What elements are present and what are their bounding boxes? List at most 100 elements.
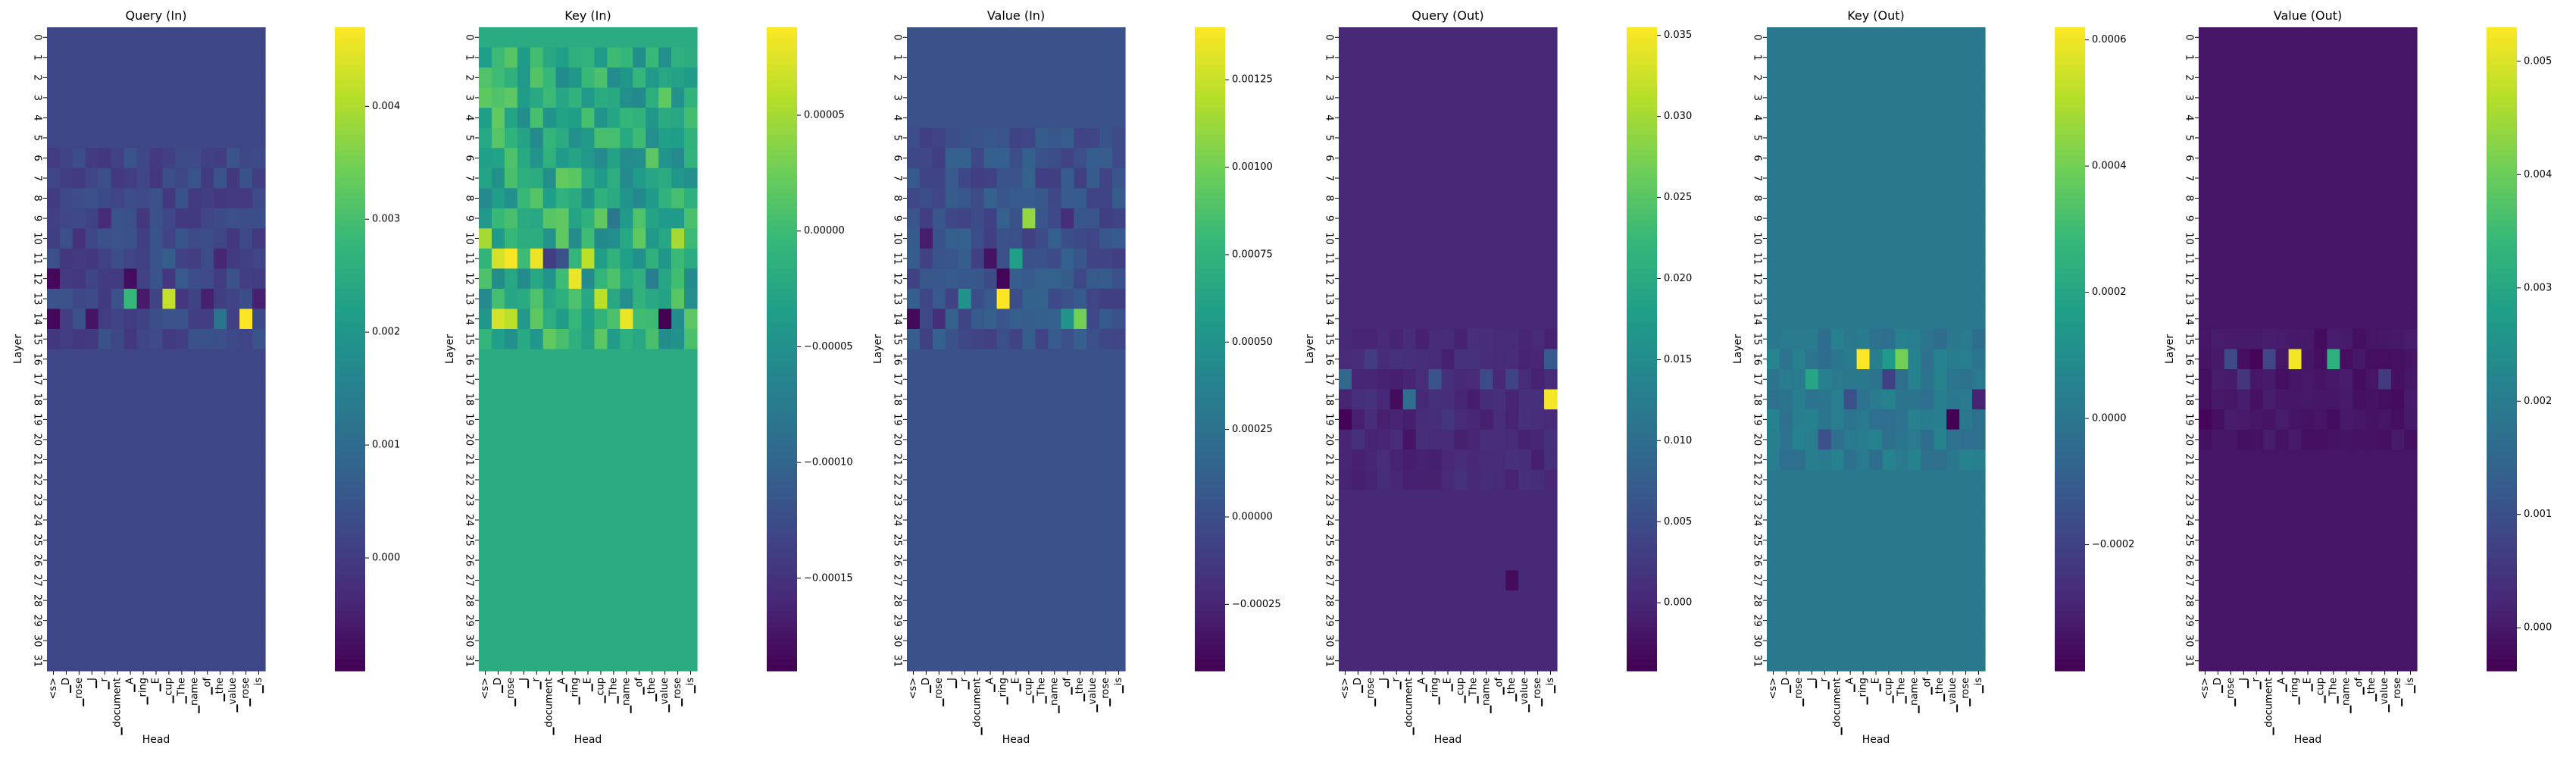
heatmap-cell — [983, 530, 998, 551]
x-tick-label: ▁The — [1468, 678, 1479, 704]
heatmap-cell — [594, 208, 608, 229]
colorbar-segment — [335, 654, 365, 661]
heatmap-cell — [907, 188, 921, 209]
heatmap-cell — [530, 610, 544, 631]
colorbar-segment — [767, 601, 797, 607]
heatmap-cell — [932, 27, 946, 49]
heatmap-cell — [996, 108, 1011, 129]
colorbar-tick-label: 0.020 — [1664, 273, 1692, 284]
heatmap-cell — [684, 610, 698, 631]
heatmap-cell — [996, 449, 1011, 471]
colorbar-segment — [2055, 161, 2085, 168]
heatmap-cell — [1480, 47, 1493, 68]
heatmap-cell — [1843, 550, 1858, 571]
heatmap-cell — [971, 87, 985, 108]
heatmap-cell — [2391, 630, 2405, 652]
heatmap-cell — [555, 288, 570, 310]
heatmap-cell — [2314, 570, 2328, 591]
y-tick-label: 30 — [32, 634, 43, 647]
colorbar-segment — [767, 279, 797, 286]
heatmap-cell — [59, 208, 73, 229]
heatmap-cell — [1086, 127, 1100, 149]
heatmap-cell — [542, 369, 557, 390]
heatmap-cell — [1364, 349, 1378, 370]
heatmap-cell — [1009, 309, 1024, 330]
heatmap-cell — [1074, 490, 1087, 511]
heatmap-cell — [1830, 429, 1845, 450]
heatmap-cell — [2365, 530, 2379, 551]
heatmap-cell — [907, 389, 921, 410]
heatmap-cell — [239, 550, 253, 571]
heatmap-cell — [945, 268, 959, 290]
heatmap-cell — [59, 429, 73, 450]
heatmap-cell — [1972, 27, 1986, 49]
heatmap-cell — [2352, 409, 2366, 431]
heatmap-cell — [542, 27, 557, 49]
heatmap-cell — [1921, 288, 1934, 310]
y-tick-label: 18 — [1752, 393, 1763, 406]
colorbar-segment — [2055, 462, 2085, 468]
heatmap-cell — [214, 248, 227, 269]
panel-title: Query (In) — [125, 8, 186, 23]
colorbar-segment — [1195, 193, 1225, 199]
heatmap-cell — [2288, 610, 2302, 631]
heatmap-cell — [607, 469, 621, 490]
heatmap-cell — [646, 108, 659, 129]
heatmap-cell — [633, 349, 646, 370]
heatmap-cell — [47, 328, 61, 350]
heatmap-cell — [983, 148, 998, 169]
heatmap-cell — [555, 349, 570, 370]
colorbar-segment — [335, 236, 365, 243]
heatmap-cell — [971, 148, 985, 169]
colorbar-segment — [767, 86, 797, 92]
heatmap-cell — [1480, 509, 1493, 531]
heatmap-cell — [2404, 490, 2418, 511]
colorbar-segment — [767, 633, 797, 640]
heatmap-cell — [658, 27, 672, 49]
y-tick-label: 24 — [2184, 514, 2195, 527]
heatmap-cell — [1099, 490, 1113, 511]
heatmap-cell — [1882, 469, 1896, 490]
heatmap-cell — [479, 288, 492, 310]
colorbar-segment — [2487, 199, 2517, 205]
colorbar-segment — [2055, 343, 2085, 350]
heatmap-cell — [594, 389, 608, 410]
heatmap-cell — [162, 530, 177, 551]
colorbar-segment — [1627, 654, 1657, 661]
heatmap-cell — [239, 409, 253, 431]
heatmap-cell — [1454, 570, 1468, 591]
colorbar-segment — [2055, 274, 2085, 280]
heatmap-cell — [1351, 409, 1365, 431]
heatmap-cell — [1441, 67, 1455, 89]
heatmap-cell — [1351, 108, 1365, 129]
colorbar-segment — [1195, 263, 1225, 269]
heatmap-cell — [1934, 248, 1947, 269]
colorbar-segment — [2055, 86, 2085, 92]
heatmap-cell — [1895, 67, 1909, 89]
colorbar-segment — [767, 553, 797, 559]
colorbar-segment — [335, 225, 365, 232]
x-tick-label: ▁cup — [1883, 678, 1894, 704]
heatmap-cell — [175, 248, 189, 269]
heatmap-cell — [1544, 530, 1558, 551]
colorbar-segment — [2055, 397, 2085, 403]
heatmap-cell — [1351, 148, 1365, 169]
heatmap-cell — [1351, 650, 1365, 672]
heatmap-cell — [1843, 369, 1858, 390]
heatmap-cell — [1505, 108, 1519, 129]
heatmap-cell — [1805, 127, 1819, 149]
heatmap-cell — [1959, 469, 1973, 490]
heatmap-cell — [2352, 248, 2366, 269]
heatmap-cell — [945, 148, 959, 169]
heatmap-cell — [1818, 610, 1832, 631]
heatmap-cell — [542, 309, 557, 330]
colorbar-segment — [1195, 504, 1225, 511]
heatmap-cell — [1895, 570, 1909, 591]
heatmap-cell — [2288, 67, 2302, 89]
heatmap-cell — [996, 630, 1011, 652]
heatmap-cell — [1805, 429, 1819, 450]
heatmap-cell — [72, 188, 86, 209]
colorbar-segment — [2487, 509, 2517, 516]
y-tick-label: 3 — [892, 95, 903, 101]
heatmap-cell — [1351, 208, 1365, 229]
